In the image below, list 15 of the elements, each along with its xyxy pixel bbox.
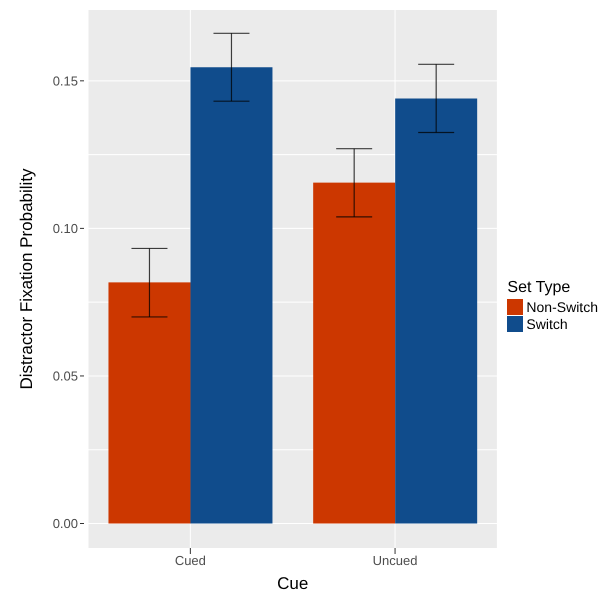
y-tick-label: 0.05 [52, 368, 78, 384]
y-axis-title: Distractor Fixation Probability [17, 168, 36, 390]
y-tick-label: 0.10 [52, 220, 78, 236]
y-tick-label: 0.00 [52, 516, 78, 532]
x-tick-label: Uncued [372, 553, 418, 568]
legend-label: Non-Switch [525, 298, 598, 316]
legend-title: Set Type [507, 278, 572, 296]
x-axis-title: Cue [277, 574, 308, 593]
y-tick-label: 0.15 [52, 73, 78, 88]
bar [108, 282, 190, 524]
x-tick-label: Cued [174, 553, 206, 568]
bar [190, 67, 272, 524]
legend-label: Switch [525, 316, 569, 332]
bar [313, 182, 396, 524]
bar [395, 98, 478, 524]
